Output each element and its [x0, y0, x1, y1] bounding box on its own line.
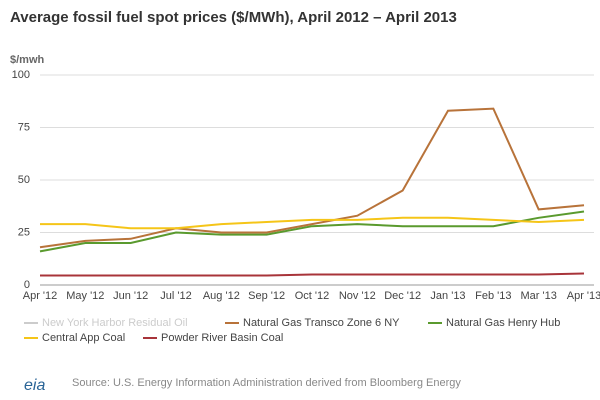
y-axis-label: $/mwh — [10, 54, 45, 66]
logo: eia — [24, 377, 45, 394]
y-tick-label: 100 — [12, 69, 30, 81]
x-tick-label: Jul '12 — [160, 290, 191, 302]
x-tick-label: Apr '12 — [23, 290, 58, 302]
x-tick-label: Sep '12 — [248, 290, 285, 302]
y-tick-label: 25 — [18, 226, 30, 238]
legend-label[interactable]: Natural Gas Henry Hub — [446, 317, 560, 329]
x-tick-label: May '12 — [66, 290, 104, 302]
series-line — [39, 210, 585, 253]
x-tick-label: Feb '13 — [475, 290, 511, 302]
chart-title: Average fossil fuel spot prices ($/MWh),… — [10, 9, 457, 26]
x-tick-label: Mar '13 — [520, 290, 556, 302]
x-tick-label: Dec '12 — [384, 290, 421, 302]
source-note: Source: U.S. Energy Information Administ… — [72, 377, 461, 389]
series-line — [40, 272, 585, 277]
series-line — [39, 107, 585, 249]
y-tick-label: 0 — [24, 279, 30, 291]
y-tick-label: 50 — [18, 174, 30, 186]
legend-label[interactable]: Powder River Basin Coal — [161, 332, 283, 344]
x-tick-label: Jan '13 — [430, 290, 465, 302]
x-tick-label: Jun '12 — [113, 290, 148, 302]
x-tick-label: Nov '12 — [339, 290, 376, 302]
legend-label[interactable]: Natural Gas Transco Zone 6 NY — [243, 317, 400, 329]
series-line — [40, 216, 585, 230]
x-tick-label: Apr '13 — [567, 290, 600, 302]
x-tick-label: Oct '12 — [295, 290, 330, 302]
x-tick-label: Aug '12 — [203, 290, 240, 302]
legend-label[interactable]: New York Harbor Residual Oil — [42, 317, 188, 329]
y-tick-label: 75 — [18, 121, 30, 133]
legend-label[interactable]: Central App Coal — [42, 332, 125, 344]
